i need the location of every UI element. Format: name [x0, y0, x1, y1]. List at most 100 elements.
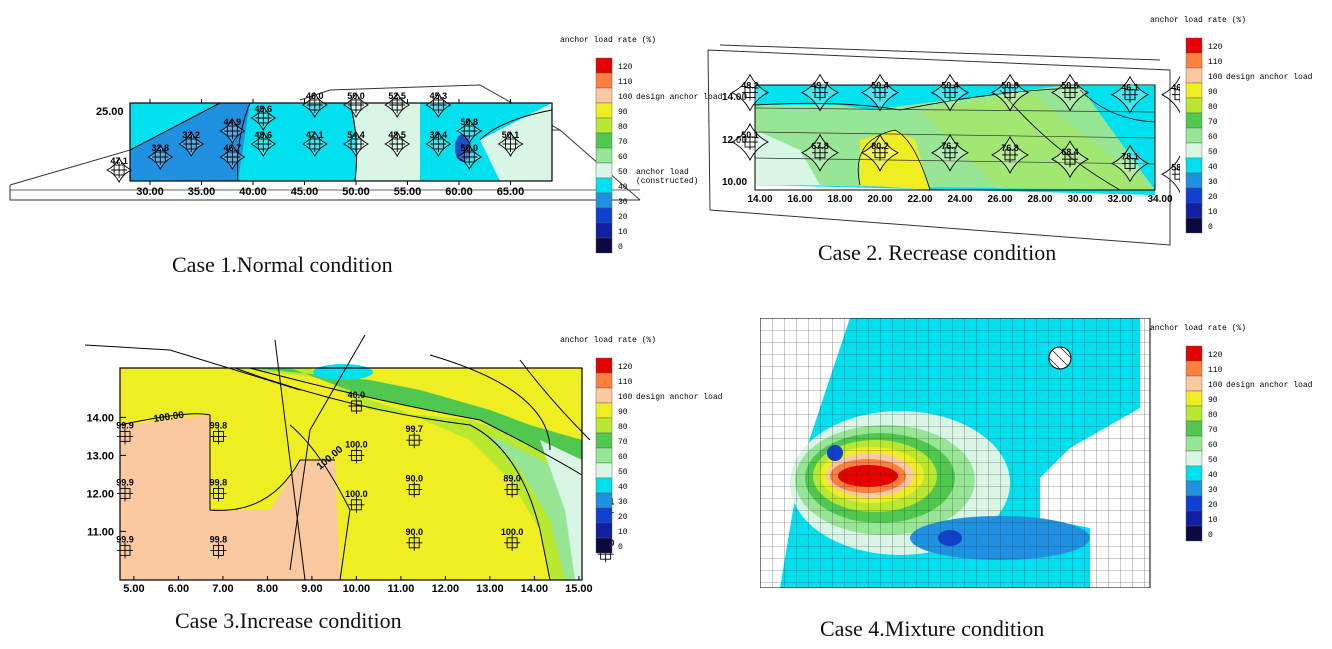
legend-tick-label: 40 [1208, 163, 1218, 172]
legend-color-band [595, 432, 613, 449]
anchor-marker [117, 428, 133, 445]
anchor-value-label: 50.4 [941, 81, 959, 91]
legend-tick-label: 80 [1208, 103, 1218, 112]
anchor-marker [348, 447, 365, 464]
anchor-marker [117, 542, 133, 559]
anchor-marker [800, 73, 840, 112]
legend-color-band [1185, 97, 1203, 114]
legend-tick-label: 10 [618, 228, 628, 237]
anchor-value-label: 99.9 [116, 420, 134, 430]
x-tick-label: 60.00 [445, 186, 473, 198]
x-tick-label: 28.00 [1027, 194, 1052, 205]
x-tick-label: 45.00 [291, 186, 319, 198]
anchor-value-label: 78.1 [1121, 152, 1139, 162]
legend-tick-label: 20 [618, 213, 628, 222]
legend-color-band [1185, 172, 1203, 189]
case2-chart: 14.00 16.00 18.00 20.00 22.00 24.00 26.00 28.00… [707, 44, 1200, 246]
legend-color-band [1185, 157, 1203, 174]
legend-tick-label: 10 [1208, 516, 1218, 525]
legend-title: anchor load rate (%) [560, 36, 656, 45]
legend-tick-label: 30 [618, 198, 628, 207]
legend-tick-label: 0 [618, 243, 623, 252]
anchor-value-label: 47.1 [110, 156, 128, 166]
x-tick-label: 6.00 [168, 583, 189, 595]
x-tick-label: 9.00 [301, 583, 322, 595]
x-tick-label: 40.00 [239, 186, 267, 198]
legend-tick-label: 70 [1208, 118, 1218, 127]
case1-panel: 30.00 35.00 40.00 45.00 50.00 55.00 60.00 65.00… [0, 0, 720, 300]
legend-color-band [595, 522, 613, 539]
case1-chart: 30.00 35.00 40.00 45.00 50.00 55.00 60.00 65.00… [9, 84, 641, 201]
legend-tick-label: 60 [618, 153, 628, 162]
anchor-value-label: 99.8 [210, 477, 228, 487]
x-tick-label: 16.00 [787, 194, 812, 205]
anchor-value-label: 33.2 [182, 130, 200, 140]
anchor-marker [250, 104, 277, 132]
x-tick-label: 13.00 [476, 583, 504, 595]
case3-caption: Case 3.Increase condition [175, 608, 402, 633]
anchor-marker [106, 156, 133, 184]
anchor-value-label: 52.5 [388, 91, 406, 101]
anchor-value-label: 48.2 [741, 81, 759, 91]
legend-tick-label: 90 [618, 108, 628, 117]
y-tick-label: 10.00 [722, 177, 747, 188]
anchor-marker [178, 130, 205, 158]
legend-color-band [1185, 480, 1203, 497]
x-tick-label: 22.00 [907, 194, 932, 205]
x-tick-label: 8.00 [257, 583, 278, 595]
anchor-value-label: 48.5 [388, 130, 406, 140]
anchor-value-label: 100.0 [345, 439, 368, 449]
legend-tick-label: 40 [618, 183, 628, 192]
legend-tick-label: 80 [618, 123, 628, 132]
legend-color-band [595, 207, 613, 224]
legend-color-band [1185, 37, 1203, 54]
y-tick-label: 14.00 [722, 92, 747, 103]
x-tick-label: 34.00 [1147, 194, 1172, 205]
anchor-marker [117, 485, 133, 502]
legend-color-band [595, 372, 613, 389]
x-tick-label: 7.00 [212, 583, 233, 595]
anchor-value-label: 46.7 [224, 143, 242, 153]
legend-tick-label: 40 [1208, 471, 1218, 480]
anchor-marker [990, 135, 1030, 174]
legend-title: anchor load rate (%) [1150, 16, 1246, 25]
legend-color-band [595, 492, 613, 509]
anchor-marker [342, 91, 370, 119]
legend-tick-label: 30 [618, 498, 628, 507]
legend-color-band [1185, 112, 1203, 129]
anchor-value-label: 45.3 [430, 91, 448, 101]
legend-color-band [595, 357, 613, 374]
anchor-value-label: 90.0 [405, 527, 423, 537]
anchor-marker [730, 122, 770, 162]
legend-tick-label: 70 [618, 138, 628, 147]
legend-tick-label: 60 [618, 453, 628, 462]
legend-tick-label: 30 [1208, 178, 1218, 187]
y-tick-label: 11.00 [87, 526, 114, 538]
anchor-marker [497, 130, 524, 158]
x-tick-label: 14.00 [747, 194, 772, 205]
anchor-value-label: 99.9 [116, 534, 134, 544]
anchor-marker [456, 117, 483, 145]
legend-tick-label: 20 [1208, 501, 1218, 510]
legend-color-band [595, 447, 613, 464]
legend-color-band [1185, 390, 1203, 407]
case4-panel: Case 4.Mixture condition [759, 317, 1170, 644]
legend-color-band [595, 147, 613, 164]
anchor-value-label: 44.9 [224, 117, 242, 127]
legend-color-band [1185, 52, 1203, 69]
legend-color-band [1185, 82, 1203, 99]
anchor-value-label: 89.0 [503, 474, 521, 484]
legend-color-band [1185, 510, 1203, 527]
legend-tick-label: 40 [618, 483, 628, 492]
anchor-value-label: 99.8 [210, 534, 228, 544]
legend-tick-label: 120 [618, 63, 633, 72]
anchor-marker [860, 73, 900, 112]
anchor-marker [860, 133, 900, 172]
case2-panel: 14.00 16.00 18.00 20.00 22.00 24.00 26.00 28.00… [700, 30, 1200, 300]
x-tick-label: 11.00 [387, 583, 414, 595]
y-tick-label: 14.00 [86, 412, 114, 424]
anchor-marker [348, 496, 365, 513]
legend-color-band [595, 87, 613, 104]
anchor-value-label: 46.1 [1121, 83, 1139, 93]
legend-color-band [595, 192, 613, 209]
